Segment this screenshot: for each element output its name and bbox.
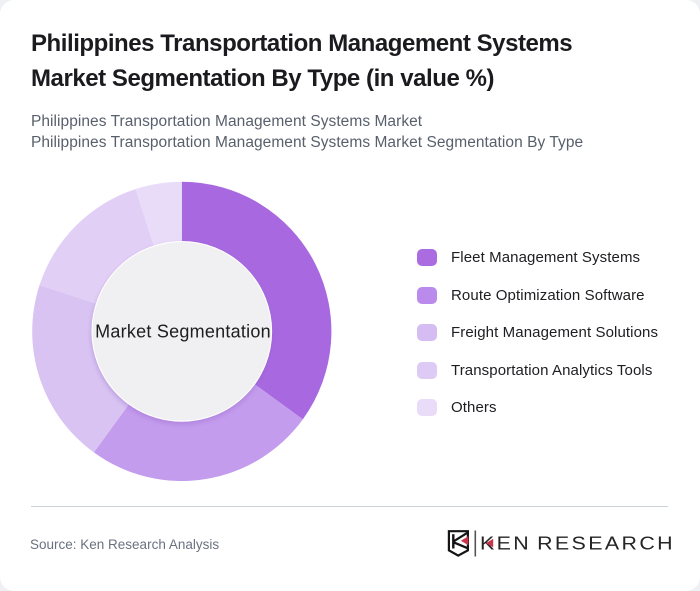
svg-text:KEN RESEARCH: KEN RESEARCH [480,534,671,554]
